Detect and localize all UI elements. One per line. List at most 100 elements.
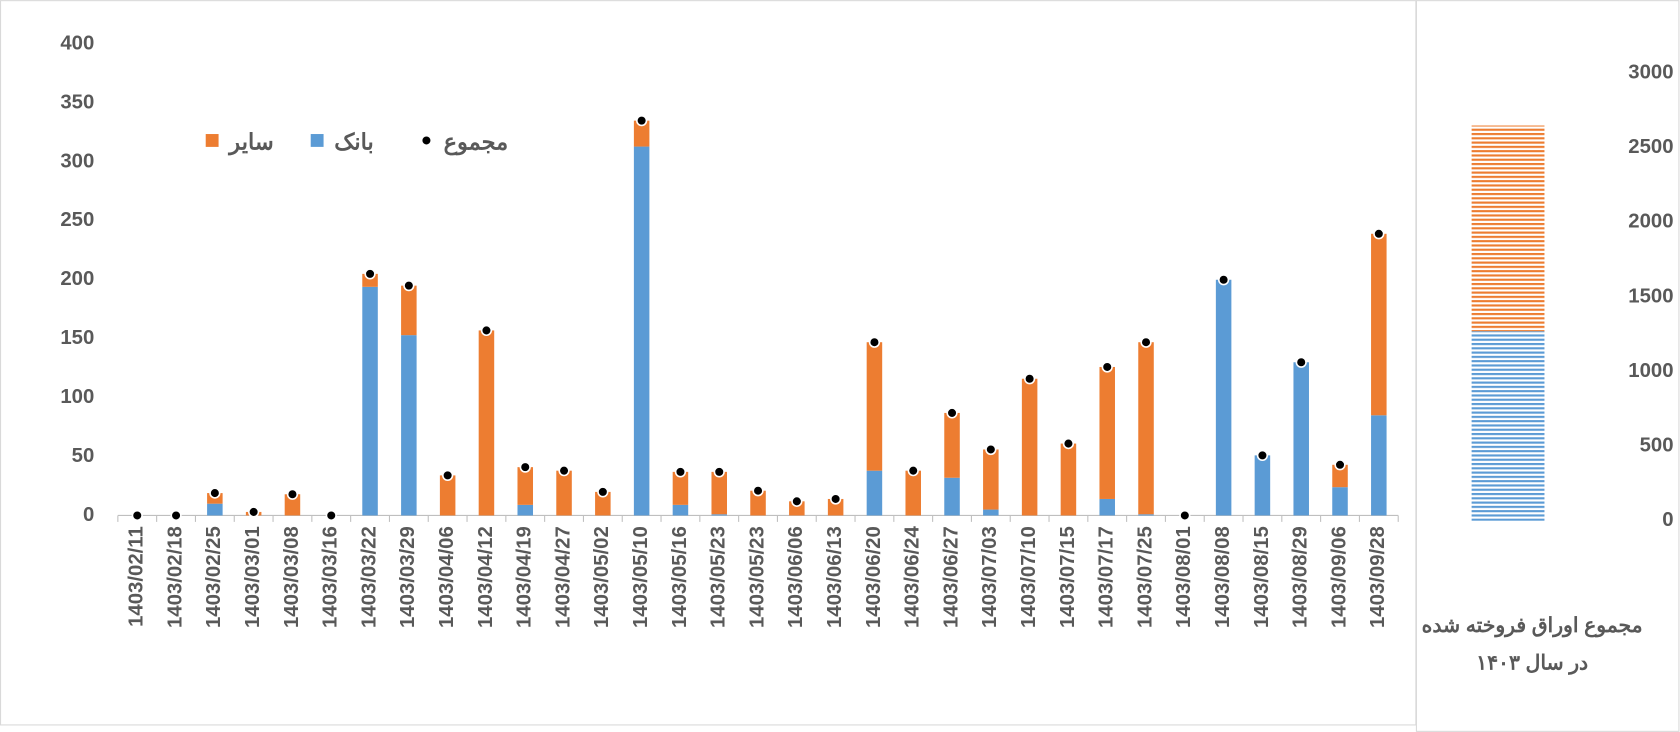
bar-segment: [595, 491, 611, 516]
x-tick-label: 1403/05/23: [746, 526, 768, 628]
bar-segment: [672, 471, 689, 505]
total-dot: [403, 280, 415, 292]
y-tick-label: 300: [60, 150, 94, 172]
total-dot: [907, 465, 919, 477]
bar-segment: [944, 477, 960, 516]
bar-segment: [944, 412, 960, 478]
x-tick-label: 1403/06/13: [824, 526, 846, 628]
x-tick-label: 1403/08/15: [1251, 526, 1273, 628]
y-tick-label: 1500: [1628, 285, 1673, 307]
bar-segment: [633, 120, 650, 147]
legend-label: بانک: [334, 130, 374, 155]
bar-segment: [478, 330, 495, 516]
total-dot: [1101, 361, 1113, 373]
total-dot: [1024, 373, 1036, 385]
bar-segment: [633, 146, 650, 516]
y-tick-label: 200: [60, 268, 94, 290]
bar-segment: [1471, 331, 1545, 521]
total-dot: [946, 407, 958, 419]
bar-segment: [284, 494, 301, 516]
y-tick-label: 350: [60, 91, 94, 113]
y-tick-label: 2500: [1628, 136, 1673, 158]
x-tick-label: 1403/02/25: [203, 526, 225, 628]
bar-segment: [866, 470, 883, 516]
total-dot: [1334, 459, 1346, 471]
total-dot: [985, 443, 997, 456]
total-dot: [752, 485, 764, 497]
bar-segment: [1138, 342, 1154, 515]
bar-segment: [517, 467, 534, 505]
bar-segment: [1021, 378, 1038, 516]
bar-segment: [1293, 362, 1309, 516]
bar-segment: [207, 503, 223, 516]
bar-segment: [1332, 464, 1348, 488]
y-tick-label: 400: [60, 32, 94, 54]
bar-segment: [517, 504, 534, 516]
y-tick-label: 500: [1640, 435, 1674, 457]
bar-segment: [866, 342, 883, 471]
x-tick-label: 1403/07/10: [1018, 526, 1040, 628]
total-dot: [248, 506, 260, 518]
x-tick-label: 1403/08/01: [1173, 526, 1195, 628]
x-tick-label: 1403/08/29: [1290, 526, 1312, 628]
bar-segment: [711, 514, 727, 516]
category-label-line: در سال ۱۴۰۳: [1476, 653, 1588, 676]
total-dot: [558, 465, 570, 477]
bar-segment: [1138, 514, 1154, 516]
x-tick-label: 1403/05/02: [591, 526, 613, 628]
total-dot: [286, 488, 299, 500]
y-tick-label: 150: [60, 327, 94, 349]
bar-segment: [983, 509, 999, 516]
x-tick-label: 1403/08/08: [1212, 526, 1234, 628]
legend-marker: [310, 134, 324, 147]
total-dot: [868, 336, 881, 348]
bar-segment: [439, 475, 456, 516]
total-dot: [364, 268, 376, 280]
bar-segment: [1371, 415, 1387, 516]
x-tick-label: 1403/03/22: [358, 526, 380, 628]
total-dot: [1295, 356, 1307, 368]
total-dot: [519, 461, 531, 473]
x-tick-label: 1403/03/08: [281, 526, 303, 628]
x-tick-label: 1403/03/29: [397, 526, 419, 628]
y-tick-label: 50: [72, 445, 95, 467]
x-tick-label: 1403/05/16: [669, 526, 691, 628]
x-tick-label: 1403/03/16: [320, 526, 342, 628]
side-frame: [1415, 0, 1680, 732]
bar-segment: [750, 490, 766, 516]
x-tick-label: 1403/06/06: [785, 526, 807, 628]
total-dot: [131, 509, 143, 522]
y-tick-label: 0: [83, 504, 94, 526]
y-tick-label: 1000: [1628, 360, 1673, 382]
x-tick-label: 1403/06/24: [902, 526, 924, 629]
total-dot: [442, 469, 454, 482]
x-tick-label: 1403/05/23: [708, 526, 730, 628]
total-dot: [636, 115, 648, 127]
bar-segment: [556, 470, 572, 516]
legend-label: مجموع: [444, 130, 509, 157]
x-tick-label: 1403/04/27: [552, 526, 574, 628]
total-dot: [170, 509, 182, 522]
bar-segment: [1371, 233, 1387, 416]
y-tick-label: 100: [60, 386, 94, 408]
x-tick-label: 1403/04/06: [436, 526, 458, 628]
legend-marker: [205, 134, 219, 147]
bar-segment: [905, 470, 921, 516]
total-dot: [674, 466, 687, 478]
total-dot: [1217, 274, 1230, 286]
bar-segment: [1332, 487, 1348, 516]
total-dot: [209, 487, 221, 499]
bar-segment: [1099, 366, 1115, 499]
total-dot: [1179, 509, 1191, 522]
x-tick-label: 1403/06/27: [940, 526, 962, 628]
bar-segment: [1060, 443, 1077, 516]
total-dot: [1256, 449, 1269, 461]
x-tick-label: 1403/07/03: [979, 526, 1001, 628]
total-dot: [713, 466, 725, 478]
bar-segment: [362, 286, 378, 516]
total-dot: [480, 324, 493, 337]
total-dot: [830, 493, 842, 505]
bar-segment: [1254, 455, 1271, 516]
x-tick-label: 1403/04/12: [475, 526, 497, 628]
x-tick-label: 1403/03/01: [242, 526, 264, 628]
